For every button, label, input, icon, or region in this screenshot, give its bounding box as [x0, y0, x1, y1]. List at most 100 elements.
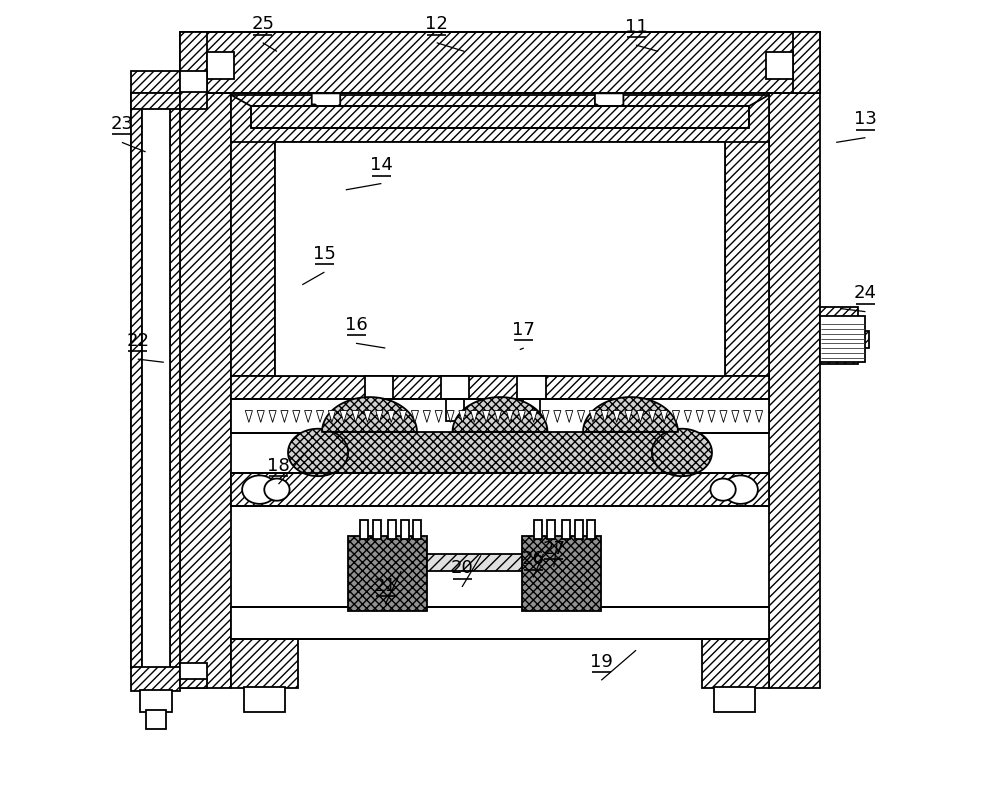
Bar [131, 93, 142, 668]
Polygon shape [305, 411, 312, 422]
Bar [140, 690, 172, 712]
Polygon shape [720, 411, 727, 422]
Bar [231, 399, 769, 433]
Polygon shape [483, 411, 490, 422]
Polygon shape [744, 411, 751, 422]
Text: 27: 27 [542, 539, 565, 558]
Bar [365, 376, 393, 399]
Bar [575, 520, 583, 539]
Polygon shape [652, 429, 712, 476]
Ellipse shape [723, 475, 758, 504]
Polygon shape [696, 411, 703, 422]
Polygon shape [755, 411, 763, 422]
Text: 17: 17 [512, 320, 535, 339]
Polygon shape [672, 411, 680, 422]
Bar [820, 307, 858, 331]
Bar [231, 95, 769, 142]
Bar [231, 93, 275, 376]
Bar [769, 93, 820, 688]
Polygon shape [281, 411, 288, 422]
Bar [373, 520, 381, 539]
Polygon shape [245, 411, 252, 422]
Bar [180, 32, 820, 93]
Polygon shape [566, 411, 573, 422]
Polygon shape [530, 411, 537, 422]
Text: 25: 25 [251, 15, 274, 33]
Polygon shape [518, 411, 525, 422]
Polygon shape [613, 411, 620, 422]
Polygon shape [435, 411, 442, 422]
Text: 24: 24 [854, 284, 877, 302]
Polygon shape [288, 429, 348, 476]
Text: 12: 12 [425, 15, 448, 33]
Polygon shape [601, 411, 608, 422]
Bar [547, 520, 555, 539]
Bar [413, 520, 421, 539]
Polygon shape [453, 397, 547, 432]
Polygon shape [340, 411, 347, 422]
Bar [180, 32, 207, 93]
Bar [275, 142, 725, 376]
Polygon shape [447, 411, 454, 422]
Bar [244, 687, 285, 712]
Polygon shape [411, 411, 419, 422]
Bar [231, 639, 298, 688]
Bar [446, 399, 464, 421]
Bar [427, 554, 522, 571]
Polygon shape [625, 411, 632, 422]
Polygon shape [542, 411, 549, 422]
Bar [180, 679, 207, 688]
Text: 13: 13 [854, 110, 877, 128]
Polygon shape [506, 411, 513, 422]
Bar [534, 520, 542, 539]
Polygon shape [732, 411, 739, 422]
Bar [131, 71, 180, 93]
Polygon shape [423, 411, 430, 422]
Bar [587, 520, 595, 539]
Text: 23: 23 [110, 115, 133, 133]
Text: 26: 26 [522, 550, 545, 568]
Bar [207, 52, 234, 79]
Polygon shape [269, 411, 276, 422]
Polygon shape [322, 397, 417, 432]
Bar [180, 71, 207, 93]
Bar [231, 376, 769, 399]
Polygon shape [388, 411, 395, 422]
Polygon shape [494, 411, 502, 422]
Text: 22: 22 [126, 331, 149, 350]
Bar [766, 52, 793, 79]
Bar [142, 93, 170, 668]
Polygon shape [364, 411, 371, 422]
Ellipse shape [264, 479, 290, 501]
Text: 11: 11 [625, 17, 647, 36]
Text: 20: 20 [451, 559, 473, 577]
Bar [231, 607, 769, 639]
Bar [441, 376, 469, 399]
Polygon shape [293, 411, 300, 422]
Text: 15: 15 [313, 244, 336, 263]
Text: 14: 14 [370, 156, 393, 174]
Polygon shape [459, 411, 466, 422]
Polygon shape [312, 93, 340, 114]
Bar [180, 92, 207, 109]
Polygon shape [684, 411, 691, 422]
Bar [360, 520, 368, 539]
Polygon shape [400, 411, 407, 422]
Polygon shape [554, 411, 561, 422]
Ellipse shape [242, 475, 277, 504]
Polygon shape [583, 397, 678, 432]
Text: 21: 21 [374, 577, 397, 595]
Text: 19: 19 [590, 653, 613, 671]
Bar [131, 667, 180, 691]
Bar [562, 520, 570, 539]
Bar [251, 106, 749, 128]
Bar [401, 520, 409, 539]
Text: 18: 18 [267, 456, 290, 475]
Polygon shape [328, 411, 335, 422]
Polygon shape [316, 411, 324, 422]
Bar [330, 432, 670, 473]
Bar [714, 687, 755, 712]
Bar [131, 93, 180, 109]
Bar [231, 473, 769, 506]
Polygon shape [595, 93, 623, 114]
